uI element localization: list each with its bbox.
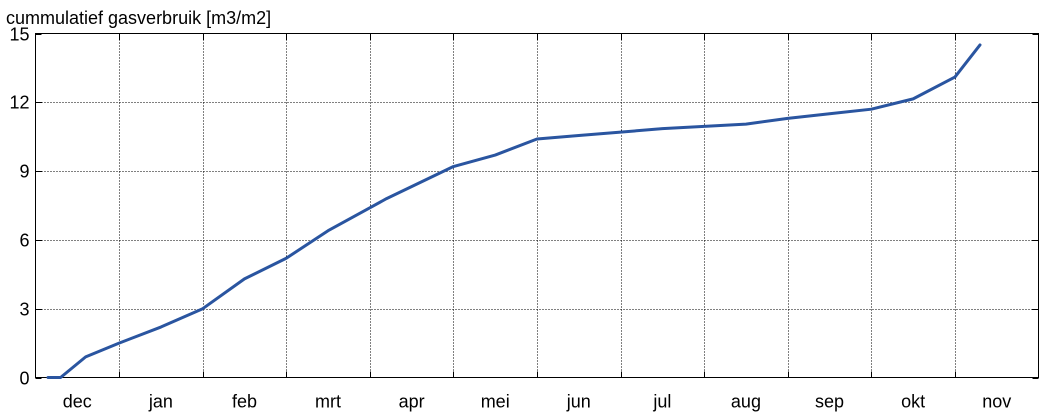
x-tick-label: sep: [815, 392, 844, 412]
x-tick-label: dec: [63, 392, 92, 412]
y-tick-label: 6: [19, 231, 29, 251]
x-tick-labels: dec jan feb mrt apr mei jun jul aug sep okt nov: [63, 392, 1011, 412]
y-tick-label: 12: [9, 93, 29, 113]
x-tick-label: okt: [901, 392, 925, 412]
x-tick-label: jul: [652, 392, 671, 412]
x-tick-label: mrt: [315, 392, 341, 412]
chart-title: cummulatief gasverbruik [m3/m2]: [6, 8, 271, 28]
series-line: [46, 43, 982, 379]
x-tick-label: jan: [148, 392, 173, 412]
y-tick-label: 3: [19, 300, 29, 320]
grid: [35, 33, 1039, 378]
x-tick-label: feb: [232, 392, 257, 412]
x-tick-label: nov: [982, 392, 1011, 412]
x-tick-label: jun: [566, 392, 591, 412]
tick-marks: [35, 33, 1039, 379]
y-tick-labels: 0 3 6 9 12 15: [9, 25, 29, 389]
x-tick-label: aug: [731, 392, 761, 412]
y-tick-label: 0: [19, 369, 29, 389]
x-tick-label: apr: [399, 392, 425, 412]
y-tick-label: 9: [19, 162, 29, 182]
y-tick-label: 15: [9, 25, 29, 45]
x-tick-label: mei: [481, 392, 510, 412]
series-layer: [46, 43, 982, 379]
